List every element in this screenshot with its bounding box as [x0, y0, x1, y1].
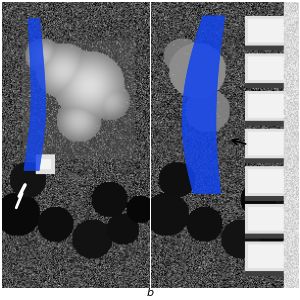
Polygon shape [24, 19, 46, 170]
Text: b: b [146, 289, 154, 298]
Polygon shape [182, 16, 225, 194]
